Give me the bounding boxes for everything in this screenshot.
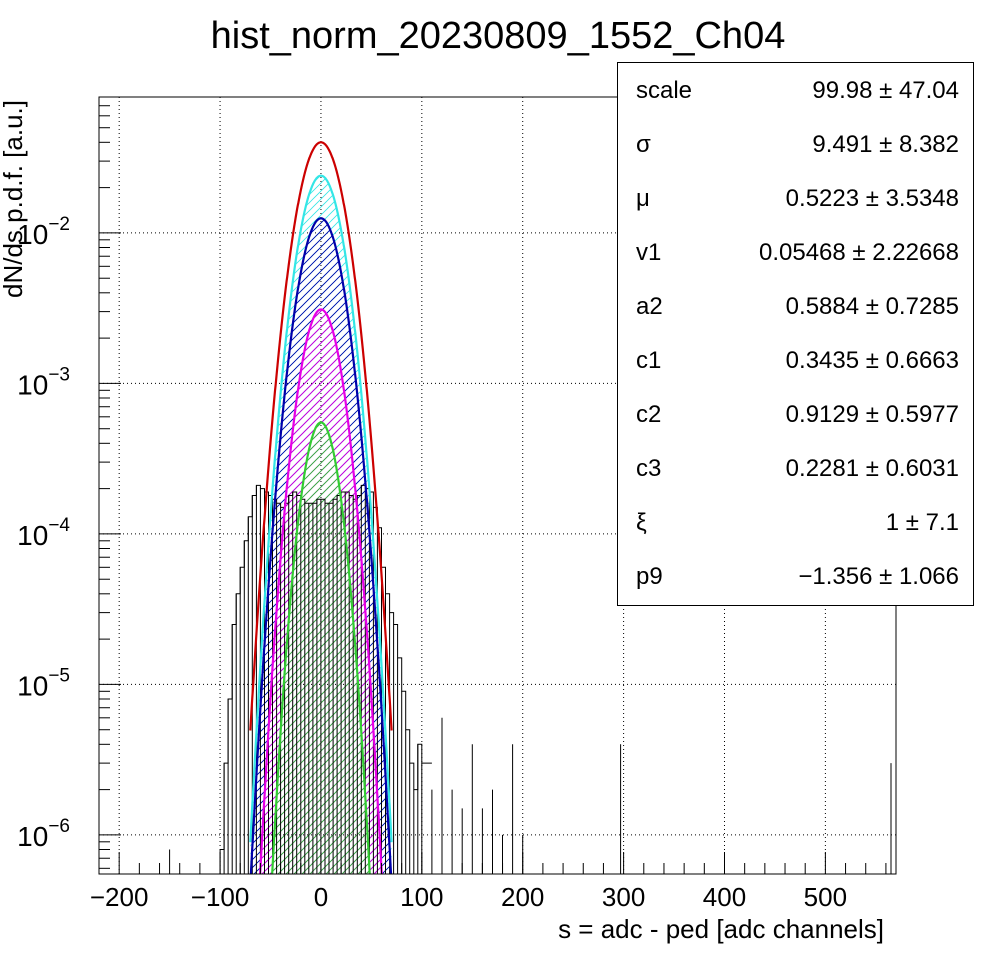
stat-row: c3 0.2281 ± 0.6031 <box>618 455 973 509</box>
stat-row: ξ 1 ± 7.1 <box>618 509 973 563</box>
stat-row: c1 0.3435 ± 0.6663 <box>618 347 973 401</box>
x-tick-label: −100 <box>191 882 250 912</box>
stat-value: −1.356 ± 1.066 <box>798 563 959 590</box>
axis-tick-labels: −200 −100 0 100 200 300 400 500 10−6 10−5 10−4 10−3… <box>17 214 847 912</box>
stat-name: c1 <box>636 347 662 374</box>
x-tick-label: 0 <box>314 882 328 912</box>
x-tick-label: 100 <box>400 882 443 912</box>
stat-row: scale 99.98 ± 47.04 <box>618 77 973 131</box>
fit-component-curve <box>249 217 393 874</box>
y-axis-label: dN/ds p.d.f. [a.u.] <box>0 100 28 298</box>
y-tick-label: 10−3 <box>17 364 70 400</box>
stat-name: μ <box>636 185 650 212</box>
fit-statistics-box: scale 99.98 ± 47.04 σ 9.491 ± 8.382 μ 0.5223 … <box>617 62 974 606</box>
fit-component-curve <box>259 308 383 874</box>
stat-value: 0.5223 ± 3.5348 <box>785 185 959 212</box>
stat-row: v1 0.05468 ± 2.22668 <box>618 239 973 293</box>
stat-value: 99.98 ± 47.04 <box>812 77 959 104</box>
stat-name: σ <box>636 131 651 158</box>
stat-name: scale <box>636 77 693 104</box>
stat-value: 0.3435 ± 0.6663 <box>785 347 959 374</box>
stat-value: 0.9129 ± 0.5977 <box>785 401 959 428</box>
stat-name: v1 <box>636 239 662 266</box>
stat-row: a2 0.5884 ± 0.7285 <box>618 293 973 347</box>
x-tick-label: 500 <box>804 882 847 912</box>
stat-value: 9.491 ± 8.382 <box>812 131 959 158</box>
stat-value: 0.05468 ± 2.22668 <box>758 239 959 266</box>
stat-name: a2 <box>636 293 663 320</box>
histogram-outline <box>220 484 432 850</box>
x-tick-label: −200 <box>90 882 149 912</box>
fit-component-curve <box>249 174 393 843</box>
y-tick-label: 10−5 <box>17 665 70 701</box>
fit-component-curve <box>249 141 393 731</box>
x-axis-label: s = adc - ped [adc channels] <box>558 914 884 944</box>
x-tick-label: 200 <box>501 882 544 912</box>
fit-component-curve <box>271 421 371 874</box>
stat-name: c2 <box>636 401 662 428</box>
stat-value: 1 ± 7.1 <box>885 509 959 536</box>
stat-row: σ 9.491 ± 8.382 <box>618 131 973 185</box>
stat-row: p9 −1.356 ± 1.066 <box>618 563 973 617</box>
stat-row: μ 0.5223 ± 3.5348 <box>618 185 973 239</box>
stat-value: 0.2281 ± 0.6031 <box>785 455 959 482</box>
axis-ticks <box>98 96 887 874</box>
stat-value: 0.5884 ± 0.7285 <box>785 293 959 320</box>
x-tick-label: 400 <box>703 882 746 912</box>
y-tick-label: 10−2 <box>17 214 70 250</box>
stat-name: p9 <box>636 563 663 590</box>
stat-name: ξ <box>636 509 647 536</box>
y-tick-label: 10−4 <box>17 515 70 551</box>
stat-name: c3 <box>636 455 662 482</box>
chart-title: hist_norm_20230809_1552_Ch04 <box>211 15 786 57</box>
stat-row: c2 0.9129 ± 0.5977 <box>618 401 973 455</box>
x-tick-label: 300 <box>602 882 645 912</box>
fit-curves <box>249 141 393 874</box>
y-tick-label: 10−6 <box>17 816 70 852</box>
